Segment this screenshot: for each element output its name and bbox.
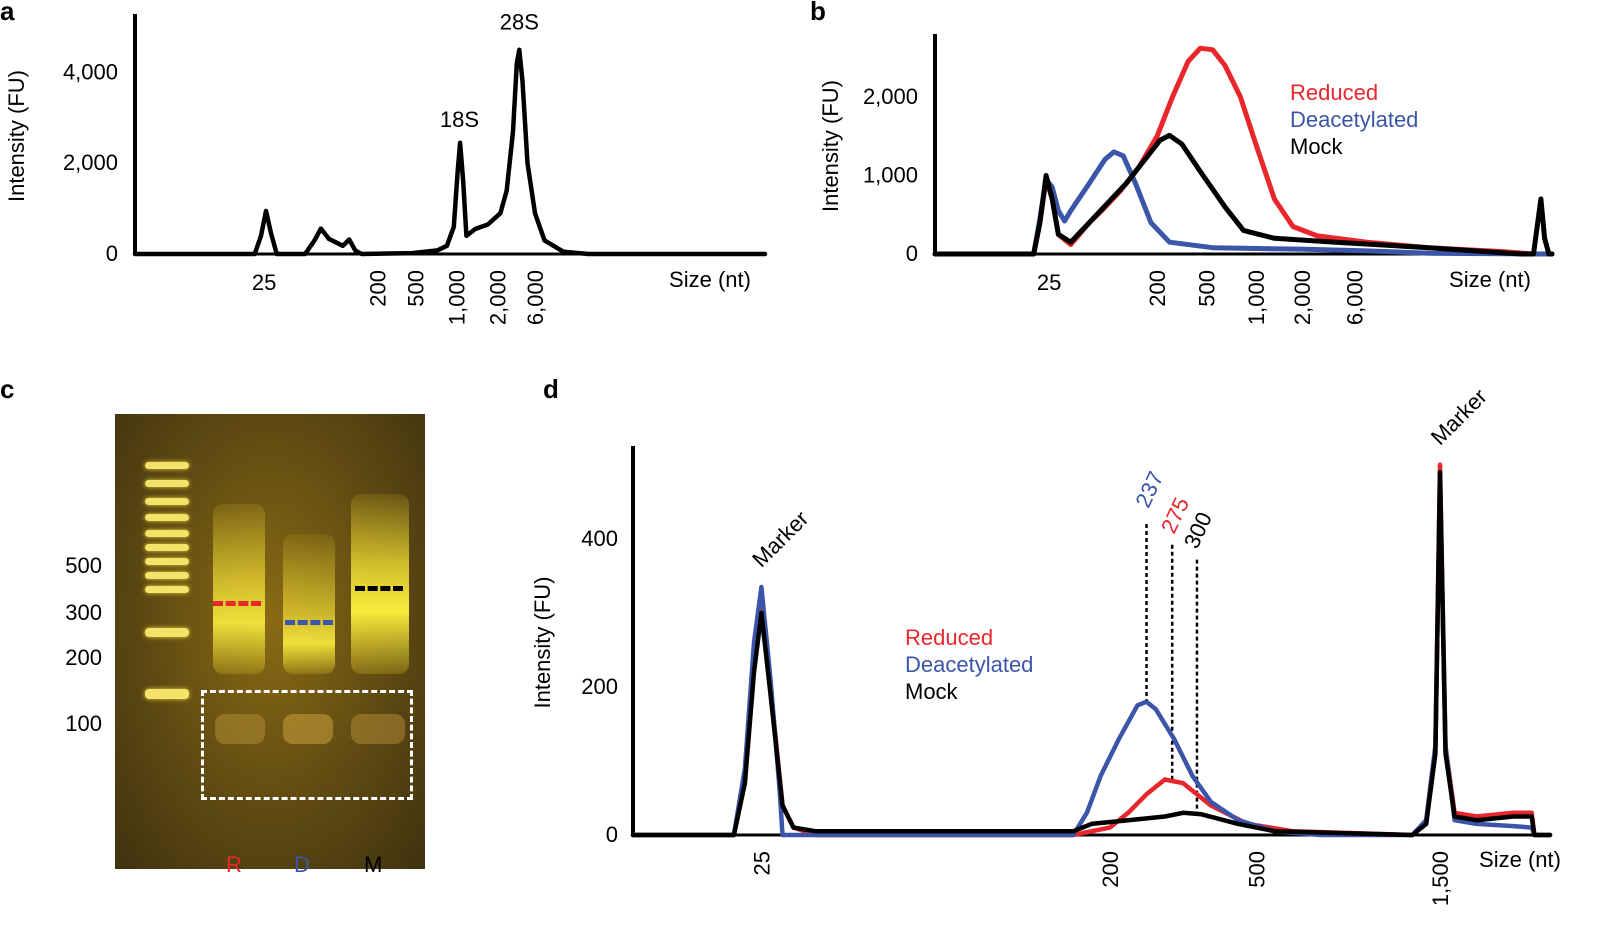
- x-tick-label: 500: [1245, 851, 1270, 888]
- chart-a: Intensity (FU) 0 2,000 4,000 Size (nt) 25 200 5…: [4, 9, 768, 325]
- legend-entry: Reduced: [905, 625, 993, 650]
- gel-size-label: 300: [65, 600, 102, 625]
- y-axis-label: Intensity (FU): [818, 80, 843, 212]
- series-line-deacetylated: [932, 149, 1555, 257]
- x-tick-label: 6,000: [1343, 270, 1368, 325]
- ladder-band: [145, 462, 189, 469]
- legend-entry: Deacetylated: [1290, 107, 1418, 132]
- x-tick-label: 1,000: [1244, 270, 1269, 325]
- gel-marker-mock: [355, 586, 403, 591]
- gel-low-smear: [283, 714, 333, 744]
- ladder-band: [145, 628, 189, 637]
- gel-lane-label-d: D: [294, 852, 310, 877]
- annotation-label: 18S: [440, 107, 479, 132]
- y-tick-label: 400: [581, 526, 618, 551]
- x-tick-label: 200: [1098, 851, 1123, 888]
- panel-label-a: a: [0, 0, 15, 26]
- x-tick-label: 1,500: [1428, 851, 1453, 906]
- legend-entry: Mock: [1290, 134, 1344, 159]
- gel-marker-deacetylated: [285, 620, 333, 625]
- x-tick-label: 2,000: [485, 270, 510, 325]
- gel-lane-label-r: R: [226, 852, 242, 877]
- series-line-reduced: [932, 45, 1555, 257]
- x-tick-label: 25: [1037, 270, 1061, 295]
- ladder-band: [145, 572, 189, 579]
- annotation-label: Marker: [747, 506, 813, 572]
- ladder-band: [145, 530, 189, 537]
- y-tick-label: 0: [606, 822, 618, 847]
- y-axis-label: Intensity (FU): [530, 576, 555, 708]
- legend-entry: Mock: [905, 679, 959, 704]
- gel-marker-reduced: [213, 601, 261, 606]
- y-tick-label: 2,000: [863, 84, 918, 109]
- annotation-label: 28S: [500, 9, 539, 34]
- x-tick-label: 1,000: [444, 270, 469, 325]
- gel-lane-label-m: M: [364, 852, 383, 877]
- series-line-reduced: [630, 462, 1553, 838]
- gel-low-smear: [215, 714, 265, 744]
- series-line-mock: [932, 132, 1555, 257]
- ladder-band: [145, 586, 189, 593]
- gel-image: [115, 414, 425, 869]
- panel-label-d: d: [543, 374, 559, 404]
- y-tick-label: 0: [106, 241, 118, 266]
- gel-size-label: 100: [65, 711, 102, 736]
- legend-entry: Deacetylated: [905, 652, 1033, 677]
- x-tick-label: 6,000: [523, 270, 548, 325]
- gel-lane-reduced: [213, 504, 265, 674]
- y-tick-label: 1,000: [863, 162, 918, 187]
- panel-label-c: c: [0, 374, 15, 404]
- legend-entry: Reduced: [1290, 80, 1378, 105]
- chart-d: Intensity (FU) 0 200 400 Size (nt) 25 200 500 1,…: [530, 384, 1561, 906]
- y-tick-label: 4,000: [63, 59, 118, 84]
- series-line-mock: [630, 469, 1553, 838]
- annotation-label: 237: [1130, 467, 1168, 511]
- panel-label-b: b: [810, 0, 826, 26]
- chart-b: Intensity (FU) 0 1,000 2,000 Size (nt) 25 200 5…: [818, 34, 1555, 325]
- ladder-band: [145, 480, 189, 487]
- x-tick-label: 500: [1194, 270, 1219, 307]
- x-axis-label: Size (nt): [1479, 847, 1561, 872]
- ladder-band: [145, 514, 189, 521]
- x-tick-label: 25: [749, 851, 774, 875]
- y-tick-label: 2,000: [63, 150, 118, 175]
- x-tick-label: 200: [366, 270, 391, 307]
- ladder-band: [145, 498, 189, 505]
- gel-low-smear: [351, 714, 405, 744]
- y-axis-label: Intensity (FU): [4, 70, 29, 202]
- x-axis-label: Size (nt): [669, 267, 751, 292]
- x-tick-label: 2,000: [1290, 270, 1315, 325]
- x-axis-label: Size (nt): [1449, 267, 1531, 292]
- x-tick-label: 25: [252, 270, 276, 295]
- y-tick-label: 0: [906, 241, 918, 266]
- gel-lane-deacetylated: [283, 534, 335, 674]
- x-tick-label: 200: [1145, 270, 1170, 307]
- y-tick-label: 200: [581, 674, 618, 699]
- x-tick-label: 500: [403, 270, 428, 307]
- gel-size-label: 200: [65, 645, 102, 670]
- gel-size-label: 500: [65, 553, 102, 578]
- ladder-band: [145, 689, 189, 699]
- ladder-band: [145, 558, 189, 565]
- gel-lane-mock: [351, 494, 409, 674]
- series-line-rna: [132, 47, 768, 257]
- ladder-band: [145, 544, 189, 551]
- annotation-label: Marker: [1426, 384, 1492, 450]
- gel-dashed-box: [201, 690, 413, 800]
